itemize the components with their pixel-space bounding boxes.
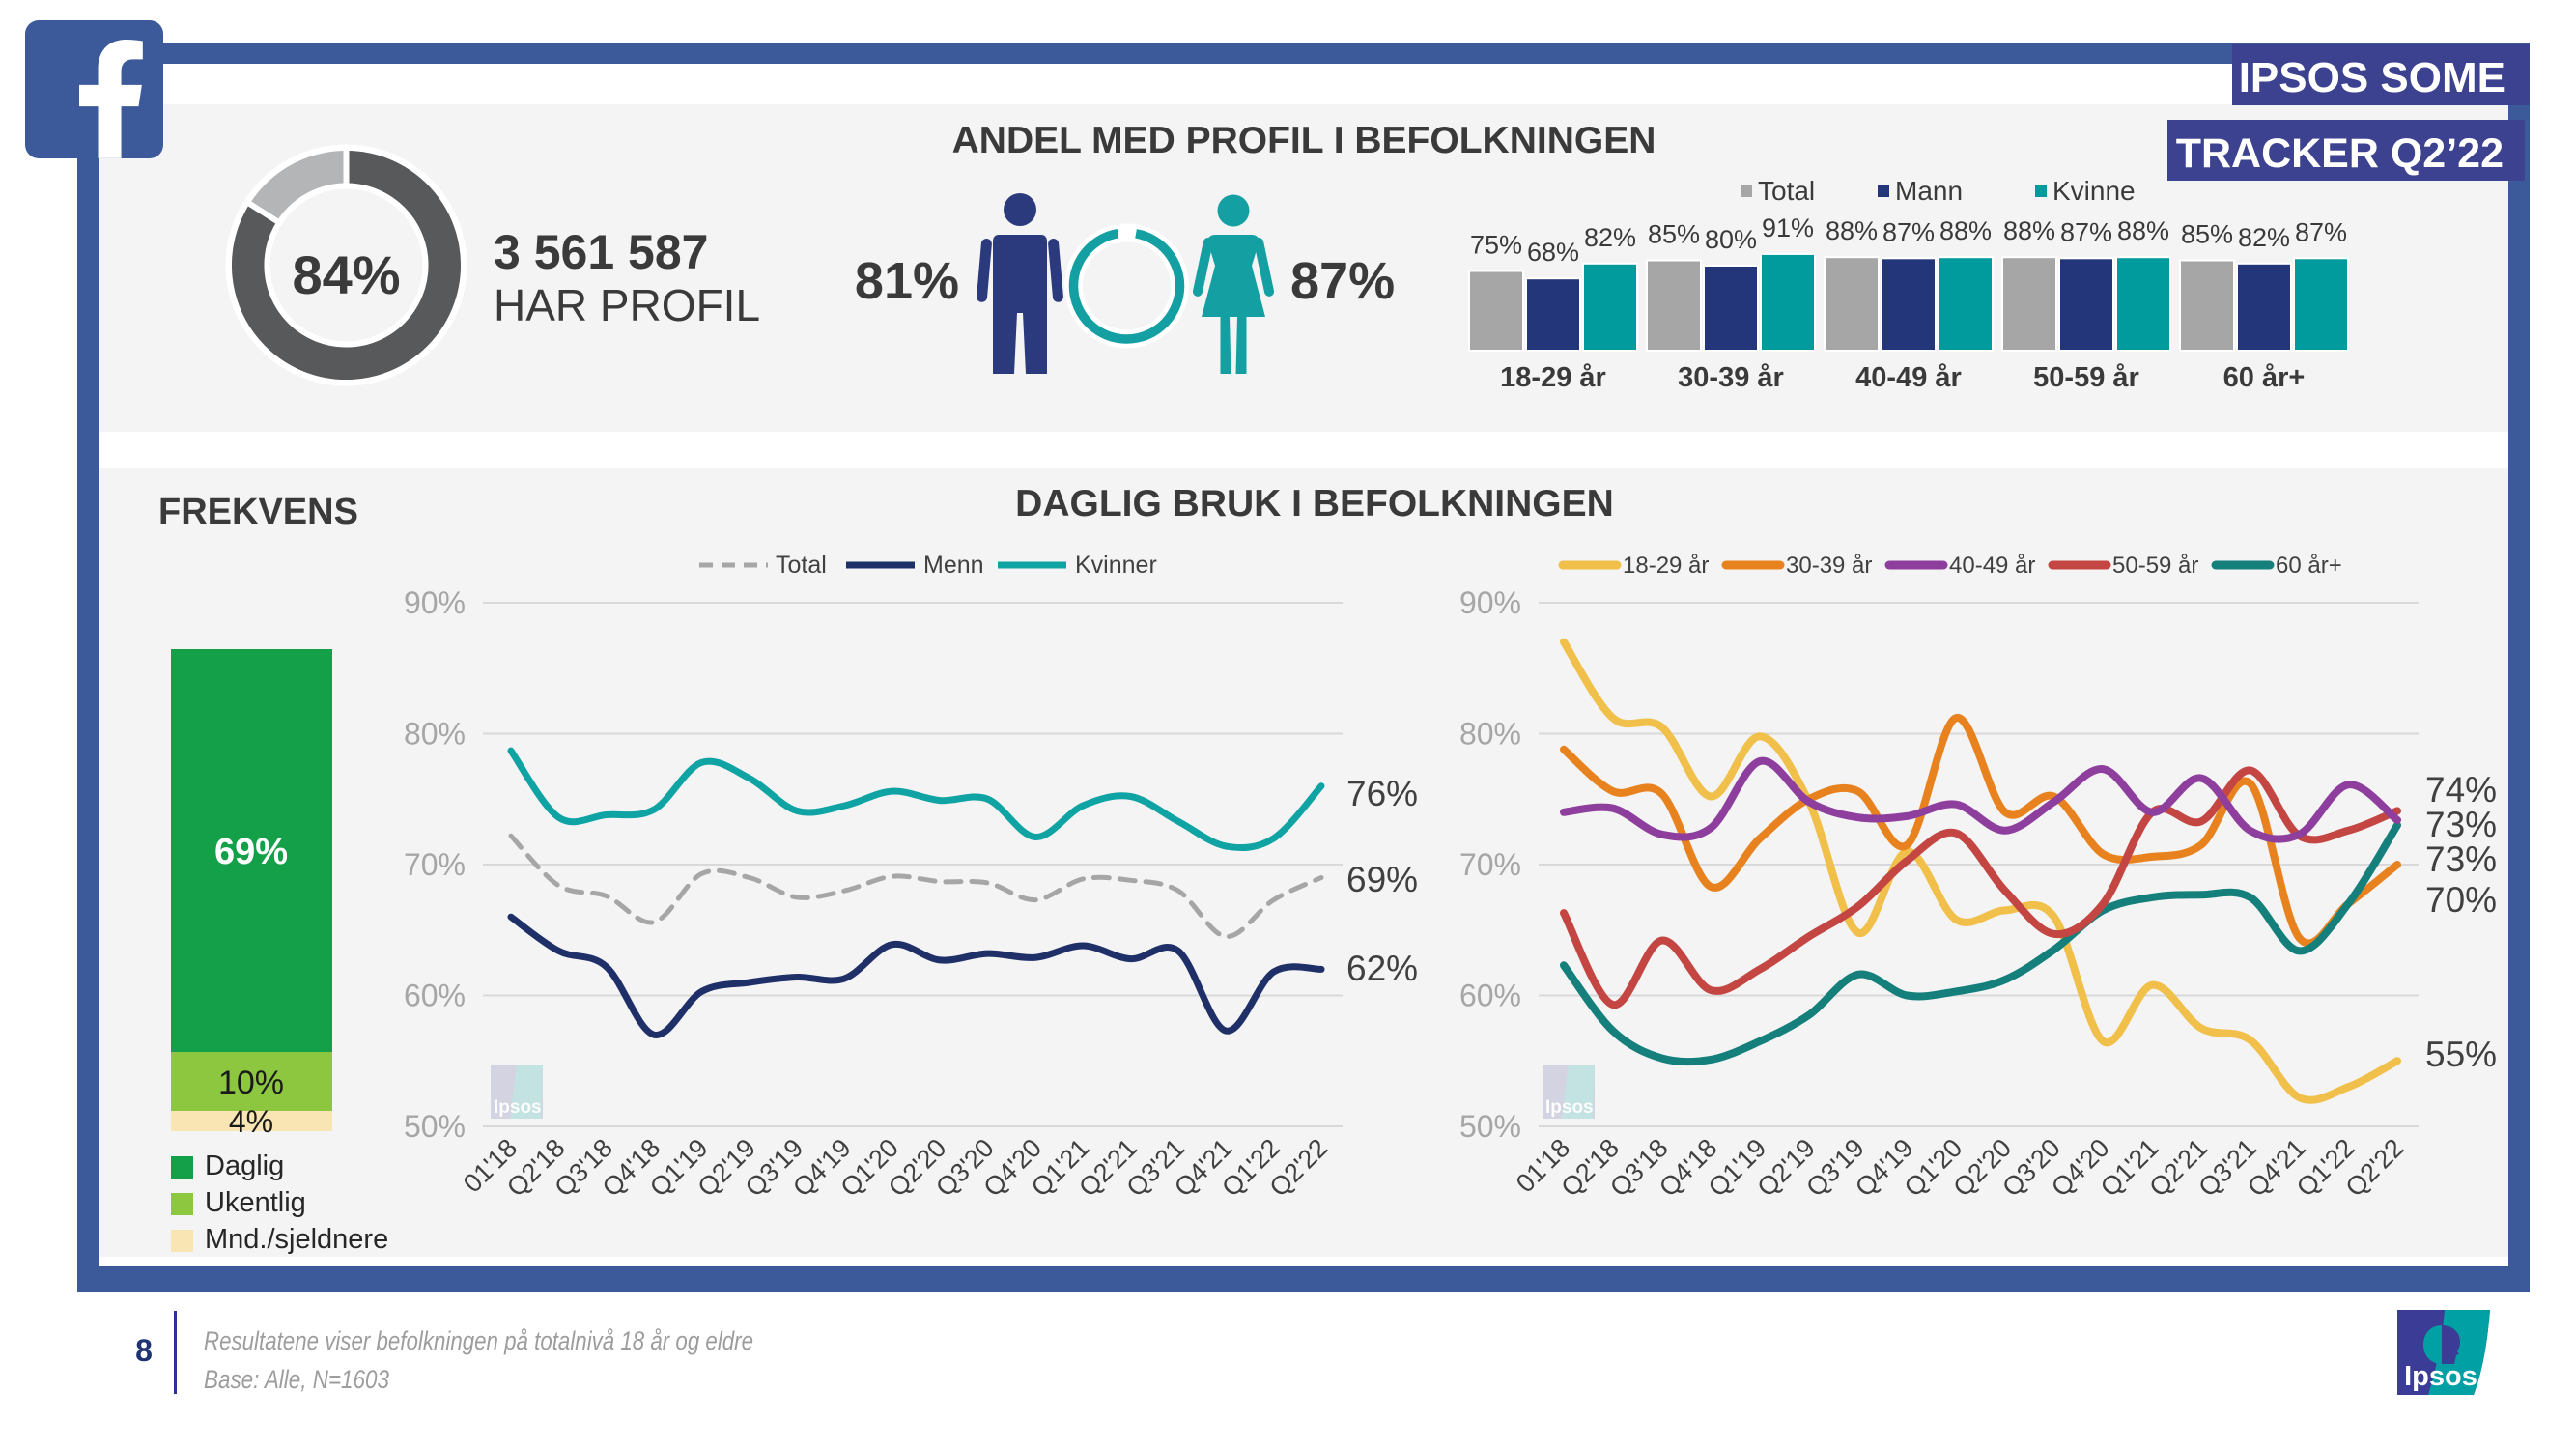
svg-text:87%: 87% — [1882, 217, 1935, 246]
svg-text:80%: 80% — [404, 717, 466, 752]
svg-text:TRACKER Q2’22: TRACKER Q2’22 — [2176, 130, 2504, 177]
svg-text:DAGLIG BRUK I BEFOLKNINGEN: DAGLIG BRUK I BEFOLKNINGEN — [1015, 483, 1614, 525]
svg-text:Resultatene viser befolkningen: Resultatene viser befolkningen på totaln… — [204, 1326, 753, 1355]
svg-text:88%: 88% — [1826, 216, 1878, 245]
svg-text:75%: 75% — [1470, 231, 1522, 260]
svg-text:55%: 55% — [2425, 1035, 2497, 1074]
svg-text:30-39 år: 30-39 år — [1786, 553, 1872, 579]
svg-text:70%: 70% — [404, 847, 466, 882]
svg-text:Mann: Mann — [1895, 176, 1963, 206]
svg-text:73%: 73% — [2425, 805, 2497, 844]
svg-text:60%: 60% — [404, 979, 466, 1013]
svg-text:Menn: Menn — [923, 552, 984, 579]
svg-text:50%: 50% — [404, 1109, 466, 1144]
svg-text:84%: 84% — [292, 244, 400, 305]
svg-text:82%: 82% — [1584, 223, 1636, 252]
svg-text:Mnd./sjeldnere: Mnd./sjeldnere — [205, 1224, 388, 1255]
svg-text:50-59 år: 50-59 år — [2112, 553, 2198, 579]
svg-text:81%: 81% — [855, 252, 959, 310]
svg-text:Total: Total — [1758, 176, 1815, 206]
svg-text:90%: 90% — [404, 585, 466, 620]
svg-text:82%: 82% — [2238, 223, 2290, 252]
svg-text:Kvinne: Kvinne — [2052, 176, 2136, 206]
svg-text:30-39 år: 30-39 år — [1678, 362, 1784, 393]
svg-text:IPSOS SOME: IPSOS SOME — [2239, 54, 2505, 101]
svg-text:90%: 90% — [1459, 585, 1521, 620]
svg-text:4%: 4% — [229, 1104, 273, 1139]
svg-text:10%: 10% — [218, 1065, 284, 1101]
svg-text:40-49 år: 40-49 år — [1855, 362, 1962, 393]
svg-text:70%: 70% — [2425, 880, 2497, 920]
svg-text:18-29 år: 18-29 år — [1500, 362, 1606, 393]
svg-text:40-49 år: 40-49 år — [1949, 553, 2035, 579]
svg-text:Kvinner: Kvinner — [1075, 552, 1157, 579]
svg-text:HAR PROFIL: HAR PROFIL — [494, 280, 760, 330]
svg-text:3 561 587: 3 561 587 — [494, 225, 708, 279]
svg-text:87%: 87% — [2295, 217, 2347, 246]
svg-text:Ipsos: Ipsos — [494, 1097, 542, 1118]
svg-text:62%: 62% — [1346, 949, 1418, 988]
svg-text:73%: 73% — [2425, 839, 2497, 879]
svg-text:60 år+: 60 år+ — [2223, 362, 2306, 393]
svg-text:85%: 85% — [1648, 220, 1700, 249]
svg-text:Base: Alle, N=1603: Base: Alle, N=1603 — [204, 1365, 389, 1394]
svg-text:88%: 88% — [2003, 216, 2055, 245]
svg-text:80%: 80% — [1459, 717, 1521, 752]
svg-text:Total: Total — [776, 552, 827, 579]
svg-text:60%: 60% — [1459, 979, 1521, 1013]
svg-text:91%: 91% — [1762, 213, 1814, 242]
svg-text:FREKVENS: FREKVENS — [158, 492, 358, 532]
svg-text:69%: 69% — [214, 832, 288, 872]
svg-text:68%: 68% — [1527, 238, 1579, 267]
svg-text:60 år+: 60 år+ — [2276, 553, 2342, 579]
svg-text:18-29 år: 18-29 år — [1623, 553, 1709, 579]
svg-text:Daglig: Daglig — [205, 1151, 284, 1181]
svg-text:70%: 70% — [1459, 847, 1521, 882]
svg-text:74%: 74% — [2425, 770, 2497, 810]
svg-text:Ukentlig: Ukentlig — [205, 1187, 306, 1218]
svg-text:50-59 år: 50-59 år — [2033, 362, 2139, 393]
svg-text:87%: 87% — [1290, 252, 1395, 310]
svg-text:88%: 88% — [1939, 216, 1992, 245]
svg-text:88%: 88% — [2117, 216, 2169, 245]
svg-text:76%: 76% — [1346, 774, 1418, 813]
svg-text:8: 8 — [135, 1333, 153, 1368]
svg-text:ANDEL MED PROFIL I BEFOLKNINGE: ANDEL MED PROFIL I BEFOLKNINGEN — [952, 120, 1656, 161]
svg-text:80%: 80% — [1705, 225, 1757, 254]
svg-text:69%: 69% — [1346, 860, 1418, 899]
svg-text:87%: 87% — [2060, 217, 2112, 246]
svg-text:Ipsos: Ipsos — [1545, 1097, 1594, 1118]
svg-text:Ipsos: Ipsos — [2404, 1361, 2477, 1392]
svg-text:85%: 85% — [2181, 220, 2233, 249]
svg-text:50%: 50% — [1459, 1109, 1521, 1144]
